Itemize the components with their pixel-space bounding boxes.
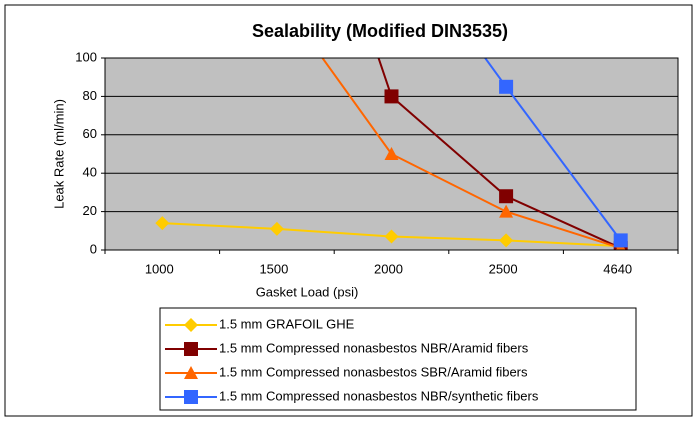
x-tick-label: 2000 <box>374 261 403 276</box>
marker <box>184 390 198 404</box>
marker <box>384 229 399 244</box>
marker <box>155 216 170 231</box>
y-axis-title: Leak Rate (ml/min) <box>51 99 66 209</box>
plot-border <box>104 57 679 251</box>
x-tick-label: 1500 <box>259 261 288 276</box>
marker <box>499 233 514 248</box>
chart-title: Sealability (Modified DIN3535) <box>252 21 508 41</box>
marker <box>499 79 514 94</box>
x-tick-label: 2500 <box>489 261 518 276</box>
marker <box>499 204 514 218</box>
y-tick-label: 20 <box>83 203 97 218</box>
legend-label: 1.5 mm GRAFOIL GHE <box>219 316 355 331</box>
series-line <box>321 58 622 250</box>
legend-box <box>159 307 637 411</box>
y-tick-label: 60 <box>83 126 97 141</box>
marker <box>384 147 399 160</box>
legend-label: 1.5 mm Compressed nonasbestos NBR/synthe… <box>219 388 539 403</box>
x-tick-label: 1000 <box>145 261 174 276</box>
x-axis-title: Gasket Load (psi) <box>256 284 359 299</box>
marker <box>184 366 198 379</box>
marker <box>184 342 198 356</box>
legend-label: 1.5 mm Compressed nonasbestos SBR/Aramid… <box>219 364 528 379</box>
marker <box>499 189 514 204</box>
series-layer <box>155 0 628 250</box>
marker <box>184 318 198 332</box>
y-tick-label: 100 <box>75 49 97 64</box>
y-tick-label: 80 <box>83 88 97 103</box>
marker <box>270 0 284 1</box>
y-tick-label: 0 <box>90 241 97 256</box>
legend-label: 1.5 mm Compressed nonasbestos NBR/Aramid… <box>219 340 529 355</box>
series-line <box>377 58 622 249</box>
marker <box>613 233 628 248</box>
marker <box>269 221 284 236</box>
marker <box>384 89 399 104</box>
y-tick-label: 40 <box>83 165 97 180</box>
x-tick-label: 4640 <box>603 261 632 276</box>
